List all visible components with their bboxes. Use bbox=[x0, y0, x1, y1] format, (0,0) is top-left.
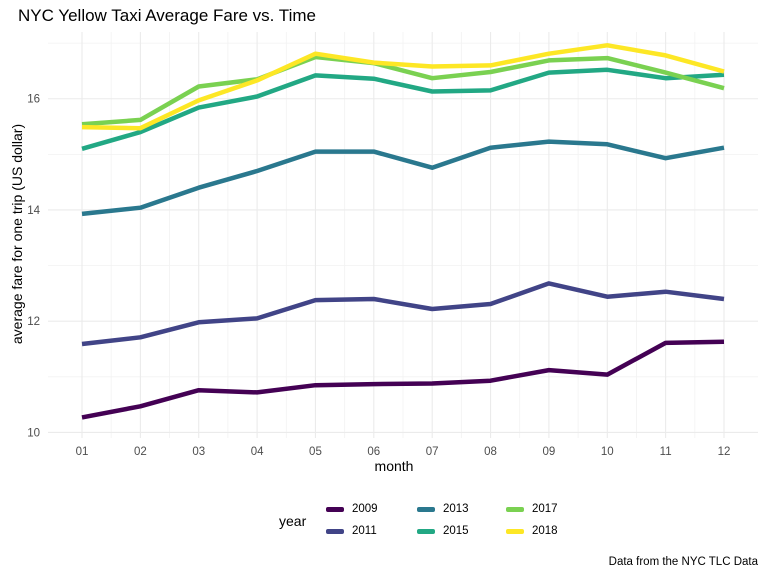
legend-swatch bbox=[417, 528, 435, 534]
chart-title: NYC Yellow Taxi Average Fare vs. Time bbox=[18, 6, 316, 25]
x-tick-label: 12 bbox=[718, 446, 731, 458]
legend-swatch bbox=[506, 506, 524, 512]
series-line-2011 bbox=[81, 281, 725, 347]
legend-item-2015: 2015 bbox=[417, 525, 469, 537]
x-tick-label: 07 bbox=[426, 446, 439, 458]
y-tick-label: 14 bbox=[27, 205, 40, 217]
legend-title: year bbox=[279, 513, 307, 529]
series-lines bbox=[81, 43, 725, 420]
y-tick-label: 12 bbox=[27, 316, 40, 328]
legend-swatch bbox=[326, 506, 344, 512]
y-tick-label: 10 bbox=[27, 427, 40, 439]
legend-item-2009: 2009 bbox=[326, 503, 378, 515]
x-tick-label: 03 bbox=[192, 446, 205, 458]
x-tick-label: 08 bbox=[484, 446, 497, 458]
legend-swatch bbox=[326, 528, 344, 534]
series-line-2017 bbox=[81, 54, 725, 127]
x-tick-label: 11 bbox=[660, 446, 672, 458]
x-axis-label: month bbox=[374, 458, 414, 474]
legend-label: 2015 bbox=[443, 525, 469, 537]
legend-item-2017: 2017 bbox=[506, 503, 558, 515]
x-tick-label: 05 bbox=[309, 446, 322, 458]
legend-item-2018: 2018 bbox=[506, 525, 558, 537]
legend-label: 2018 bbox=[532, 525, 558, 537]
chart-caption: Data from the NYC TLC Data bbox=[608, 556, 758, 568]
series-line-2018 bbox=[81, 43, 725, 131]
series-line-2015 bbox=[81, 67, 725, 151]
x-axis-ticks: 01 02 03 04 05 06 07 08 09 10 11 12 bbox=[76, 446, 731, 458]
legend-label: 2013 bbox=[443, 503, 469, 515]
x-tick-label: 06 bbox=[367, 446, 380, 458]
legend-swatch bbox=[417, 506, 435, 512]
legend-item-2011: 2011 bbox=[326, 525, 377, 537]
x-tick-label: 10 bbox=[601, 446, 614, 458]
x-tick-label: 02 bbox=[134, 446, 147, 458]
y-tick-label: 16 bbox=[27, 94, 40, 106]
minor-gridlines bbox=[48, 32, 758, 438]
y-axis-label: average fare for one trip (US dollar) bbox=[9, 123, 25, 345]
x-tick-label: 04 bbox=[251, 446, 264, 458]
x-tick-label: 09 bbox=[543, 446, 556, 458]
legend-label: 2009 bbox=[352, 503, 378, 515]
legend-label: 2017 bbox=[532, 503, 558, 515]
series-line-2009 bbox=[81, 339, 725, 420]
series-line-2013 bbox=[81, 139, 725, 217]
legend-swatch bbox=[506, 528, 524, 534]
legend-item-2013: 2013 bbox=[417, 503, 469, 515]
y-axis-ticks: 10 12 14 16 bbox=[27, 94, 40, 440]
legend-label: 2011 bbox=[352, 525, 377, 537]
x-tick-label: 01 bbox=[76, 446, 89, 458]
